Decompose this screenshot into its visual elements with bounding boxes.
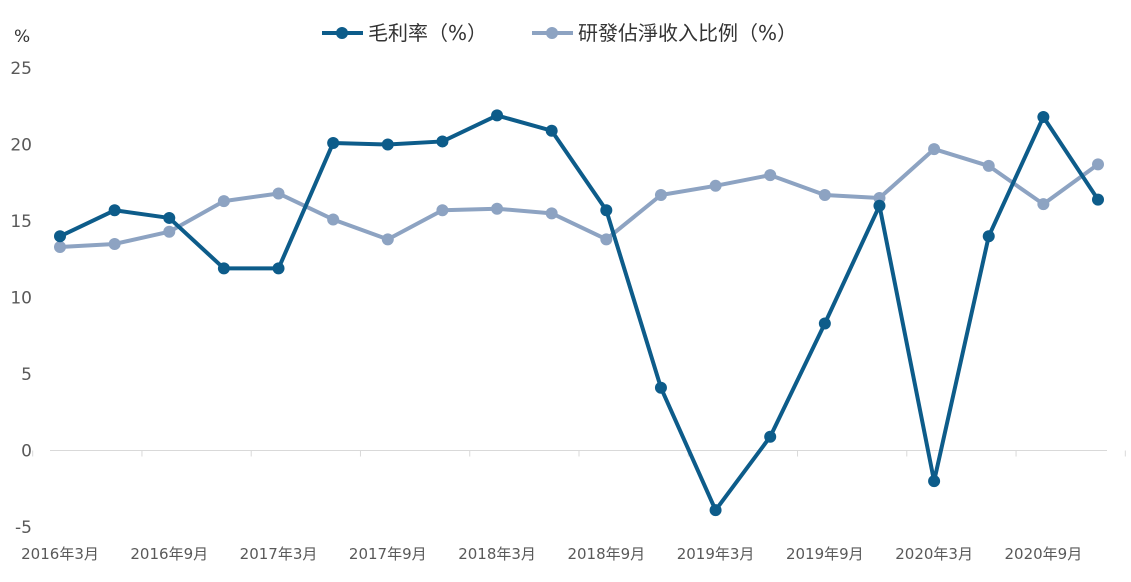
x-tick-label: 2018年9月 [567,545,645,563]
data-point [327,213,340,226]
data-point [928,475,941,488]
y-unit-label: % [14,27,30,47]
data-point [272,262,285,275]
series-line [59,113,1100,513]
data-point [381,138,394,151]
data-point [873,199,886,212]
data-point [709,179,722,192]
data-point [654,188,667,201]
data-point [272,187,285,200]
x-tick-label: 2019年9月 [786,545,864,563]
data-point [982,159,995,172]
x-tick-label: 2016年3月 [21,545,99,563]
data-point [491,109,504,122]
series-0 [54,109,1104,517]
y-tick-label: 20 [10,136,32,156]
x-tick-label: 2017年3月 [240,545,318,563]
legend: 毛利率（%） 研發佔淨收入比例（%） [322,21,797,45]
x-axis [32,450,1126,457]
data-point [491,202,504,215]
data-point [163,211,176,224]
x-tick-label: 2020年9月 [1005,545,1083,563]
data-point [108,237,121,250]
x-tick-label: 2017年9月 [349,545,427,563]
series-1 [54,143,1104,254]
data-point [818,317,831,330]
data-point [1092,158,1104,171]
data-point [764,169,777,182]
y-tick-label: 0 [21,442,32,462]
data-point [54,241,66,254]
data-point [381,233,394,246]
data-point [600,204,613,217]
y-tick-label: 5 [21,365,32,385]
data-point [1037,198,1050,211]
legend-label-rd-ratio: 研發佔淨收入比例（%） [578,21,797,45]
data-point [1037,110,1050,123]
x-tick-label: 2016年9月 [130,545,208,563]
legend-marker-rd-ratio [546,27,558,39]
x-tick-label: 2018年3月 [458,545,536,563]
data-point [436,135,449,148]
x-tick-label: 2020年3月 [895,545,973,563]
data-point [764,430,777,443]
x-axis-ticks: 2016年3月 2016年9月 2017年3月 2017年9月 2018年3月 2018年… [21,545,1082,563]
data-point [436,204,449,217]
data-point [545,124,558,137]
data-point [709,504,722,517]
legend-item-gross-margin: 毛利率（%） [322,21,487,45]
data-point [327,136,340,149]
series-layer [54,109,1104,517]
y-axis-ticks: -5 0 5 10 15 20 25 [10,59,32,538]
data-point [600,233,613,246]
y-tick-label: -5 [15,518,32,538]
x-tick-label: 2019年3月 [677,545,755,563]
y-tick-label: 25 [10,59,32,79]
data-point [217,195,230,208]
data-point [818,188,831,201]
data-point [982,230,995,243]
series-line [59,147,1100,250]
y-tick-label: 15 [10,212,32,232]
legend-marker-gross-margin [336,27,348,39]
data-point [54,230,66,243]
data-point [545,207,558,220]
data-point [163,225,176,238]
data-point [928,143,941,156]
y-tick-label: 10 [10,289,32,309]
legend-label-gross-margin: 毛利率（%） [368,21,487,45]
data-point [1092,193,1104,206]
legend-item-rd-ratio: 研發佔淨收入比例（%） [532,21,797,45]
data-point [108,204,121,217]
data-point [217,262,230,275]
data-point [654,381,667,394]
